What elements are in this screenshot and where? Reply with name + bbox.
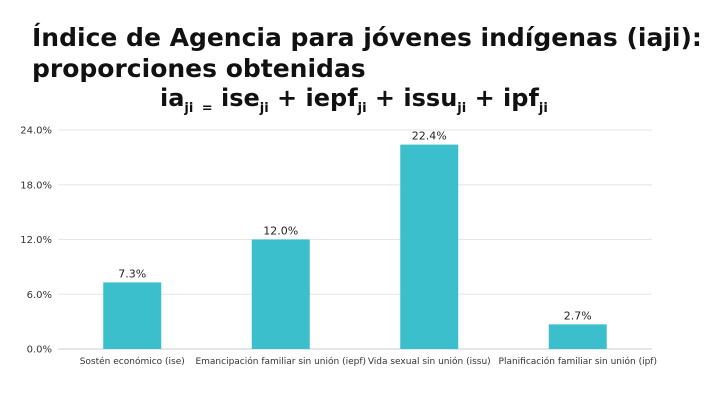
formula-term-ia: ia bbox=[160, 84, 185, 112]
formula-plus-1: + bbox=[277, 84, 298, 112]
formula-plus-2: + bbox=[374, 84, 396, 112]
formula-sub-issu: ji bbox=[457, 100, 467, 116]
formula-term-ipf: ipf bbox=[503, 84, 539, 112]
formula-term-iepf: iepf bbox=[305, 84, 358, 112]
title-line-2: proporciones obtenidas bbox=[32, 54, 366, 83]
formula-sub-iepf: ji bbox=[357, 100, 367, 116]
y-tick-label: 12.0% bbox=[20, 235, 52, 246]
formula-term-issu: issu bbox=[403, 84, 458, 112]
y-tick-label: 24.0% bbox=[20, 126, 52, 137]
bar bbox=[103, 282, 162, 349]
y-tick-label: 6.0% bbox=[27, 290, 52, 301]
x-tick-label: Emancipación familiar sin unión (iepf) bbox=[195, 356, 366, 367]
chart-title: Índice de Agencia para jóvenes indígenas… bbox=[32, 22, 702, 84]
formula-equals: = bbox=[201, 100, 213, 116]
data-label: 12.0% bbox=[263, 225, 298, 238]
formula-sub-ia: ji bbox=[184, 100, 194, 116]
data-label: 22.4% bbox=[412, 130, 447, 143]
x-tick-label: Vida sexual sin unión (issu) bbox=[368, 356, 491, 367]
formula-plus-3: + bbox=[474, 84, 495, 112]
formula-term-ise: ise bbox=[220, 84, 260, 112]
title-line-1: Índice de Agencia para jóvenes indígenas… bbox=[32, 23, 702, 52]
data-label: 2.7% bbox=[564, 309, 592, 322]
bar bbox=[548, 324, 607, 349]
bar bbox=[251, 239, 310, 349]
data-label: 7.3% bbox=[118, 267, 146, 280]
x-tick-label: Sostén económico (ise) bbox=[80, 356, 185, 367]
bar bbox=[400, 144, 459, 349]
y-tick-label: 0.0% bbox=[27, 345, 52, 356]
x-tick-label: Planificación familiar sin unión (ipf) bbox=[499, 356, 657, 367]
formula-sub-ipf: ji bbox=[538, 100, 548, 116]
formula-sub-ise: ji bbox=[259, 100, 269, 116]
y-tick-label: 18.0% bbox=[20, 180, 52, 191]
formula: iaji = iseji + iepfji + issuji + ipfji bbox=[160, 84, 548, 116]
